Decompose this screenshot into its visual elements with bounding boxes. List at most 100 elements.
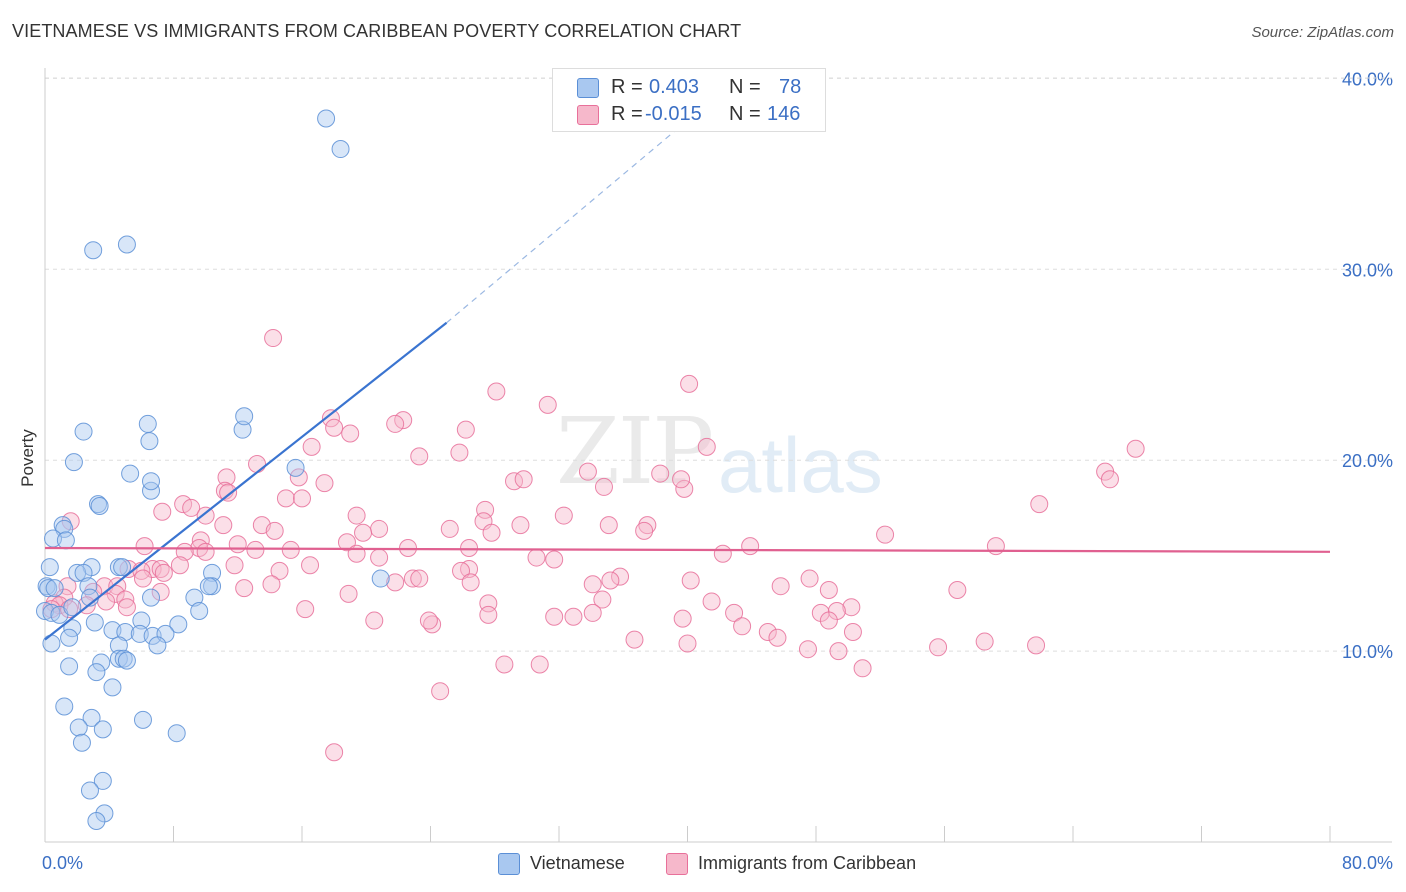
point-caribbean xyxy=(530,655,549,674)
legend-swatch-vietnamese xyxy=(498,853,520,875)
point-caribbean xyxy=(876,525,895,544)
point-vietnamese xyxy=(64,453,83,472)
point-caribbean xyxy=(365,611,384,630)
point-vietnamese xyxy=(199,577,218,596)
n-value: 146 xyxy=(767,103,801,125)
point-caribbean xyxy=(347,506,366,525)
point-caribbean xyxy=(219,483,238,502)
correlation-legend: R = 0.403 N = 78 R = -0.015 N = 146 xyxy=(552,68,826,132)
point-caribbean xyxy=(228,535,247,554)
point-vietnamese xyxy=(68,563,87,582)
point-caribbean xyxy=(108,577,127,596)
point-caribbean xyxy=(1126,439,1145,458)
point-vietnamese xyxy=(80,781,99,800)
point-caribbean xyxy=(293,489,311,508)
point-vietnamese xyxy=(317,109,336,128)
legend-swatch-caribbean xyxy=(666,853,688,875)
trend-line-caribbean xyxy=(44,546,1331,553)
point-vietnamese xyxy=(45,579,64,598)
point-caribbean xyxy=(341,424,360,443)
point-caribbean xyxy=(678,634,697,653)
point-caribbean xyxy=(248,455,267,474)
point-caribbean xyxy=(196,542,215,561)
point-vietnamese xyxy=(69,718,88,737)
point-vietnamese xyxy=(133,710,152,729)
point-vietnamese xyxy=(117,235,136,254)
point-caribbean xyxy=(733,617,752,636)
point-caribbean xyxy=(680,374,699,393)
point-caribbean xyxy=(975,632,994,651)
point-vietnamese xyxy=(36,602,54,621)
r-value: -0.015 xyxy=(645,103,702,125)
point-caribbean xyxy=(440,519,459,538)
point-caribbean xyxy=(583,575,602,594)
point-vietnamese xyxy=(60,657,79,676)
point-vietnamese xyxy=(121,464,140,483)
point-caribbean xyxy=(217,468,236,487)
point-caribbean xyxy=(403,569,422,588)
point-vietnamese xyxy=(79,577,98,596)
trend-line-vietnamese xyxy=(44,321,448,641)
point-vietnamese xyxy=(72,733,91,752)
point-caribbean xyxy=(702,592,721,611)
legend-row-caribbean: R = -0.015 N = 146 xyxy=(553,101,825,127)
point-caribbean xyxy=(651,464,670,483)
point-caribbean xyxy=(673,609,692,628)
point-caribbean xyxy=(819,581,838,600)
y-tick-label: 20.0% xyxy=(1342,451,1393,471)
point-vietnamese xyxy=(90,497,109,516)
point-caribbean xyxy=(246,540,265,559)
point-caribbean xyxy=(476,500,495,519)
point-caribbean xyxy=(758,623,777,642)
point-caribbean xyxy=(410,447,429,466)
point-vietnamese xyxy=(185,588,204,607)
r-label: R = xyxy=(611,76,643,98)
n-label: N = xyxy=(729,76,761,98)
point-vietnamese xyxy=(85,613,104,632)
point-caribbean xyxy=(450,443,469,462)
point-caribbean xyxy=(843,623,862,642)
point-caribbean xyxy=(635,521,654,540)
point-caribbean xyxy=(182,498,201,517)
point-caribbean xyxy=(386,573,405,592)
point-caribbean xyxy=(611,567,630,586)
point-caribbean xyxy=(554,506,573,525)
point-caribbean xyxy=(819,611,838,630)
point-caribbean xyxy=(370,548,389,567)
point-caribbean xyxy=(1100,470,1119,489)
point-vietnamese xyxy=(286,458,305,477)
watermark-zip: ZIP xyxy=(556,398,714,505)
y-tick-label: 10.0% xyxy=(1342,642,1393,662)
point-vietnamese xyxy=(63,598,82,617)
n-value: 78 xyxy=(779,76,802,98)
point-caribbean xyxy=(154,563,173,582)
point-vietnamese xyxy=(169,615,188,634)
point-caribbean xyxy=(116,590,135,609)
point-caribbean xyxy=(196,506,215,525)
point-caribbean xyxy=(370,519,389,538)
point-vietnamese xyxy=(93,720,112,739)
point-vietnamese xyxy=(40,558,59,577)
point-caribbean xyxy=(713,544,732,563)
point-vietnamese xyxy=(56,531,75,550)
point-caribbean xyxy=(347,544,366,563)
point-caribbean xyxy=(545,550,564,569)
point-caribbean xyxy=(487,382,506,401)
point-caribbean xyxy=(545,607,564,626)
point-vietnamese xyxy=(74,422,93,441)
legend-swatch-vietnamese xyxy=(577,78,599,98)
point-caribbean xyxy=(301,556,320,575)
point-caribbean xyxy=(538,395,557,414)
point-caribbean xyxy=(461,573,480,592)
point-vietnamese xyxy=(142,588,161,607)
point-caribbean xyxy=(583,603,602,622)
point-caribbean xyxy=(593,590,612,609)
point-vietnamese xyxy=(233,420,252,439)
point-caribbean xyxy=(1027,636,1046,655)
point-caribbean xyxy=(289,468,308,487)
point-caribbean xyxy=(133,569,152,588)
point-caribbean xyxy=(625,630,644,649)
point-vietnamese xyxy=(140,432,159,451)
point-caribbean xyxy=(675,479,694,498)
